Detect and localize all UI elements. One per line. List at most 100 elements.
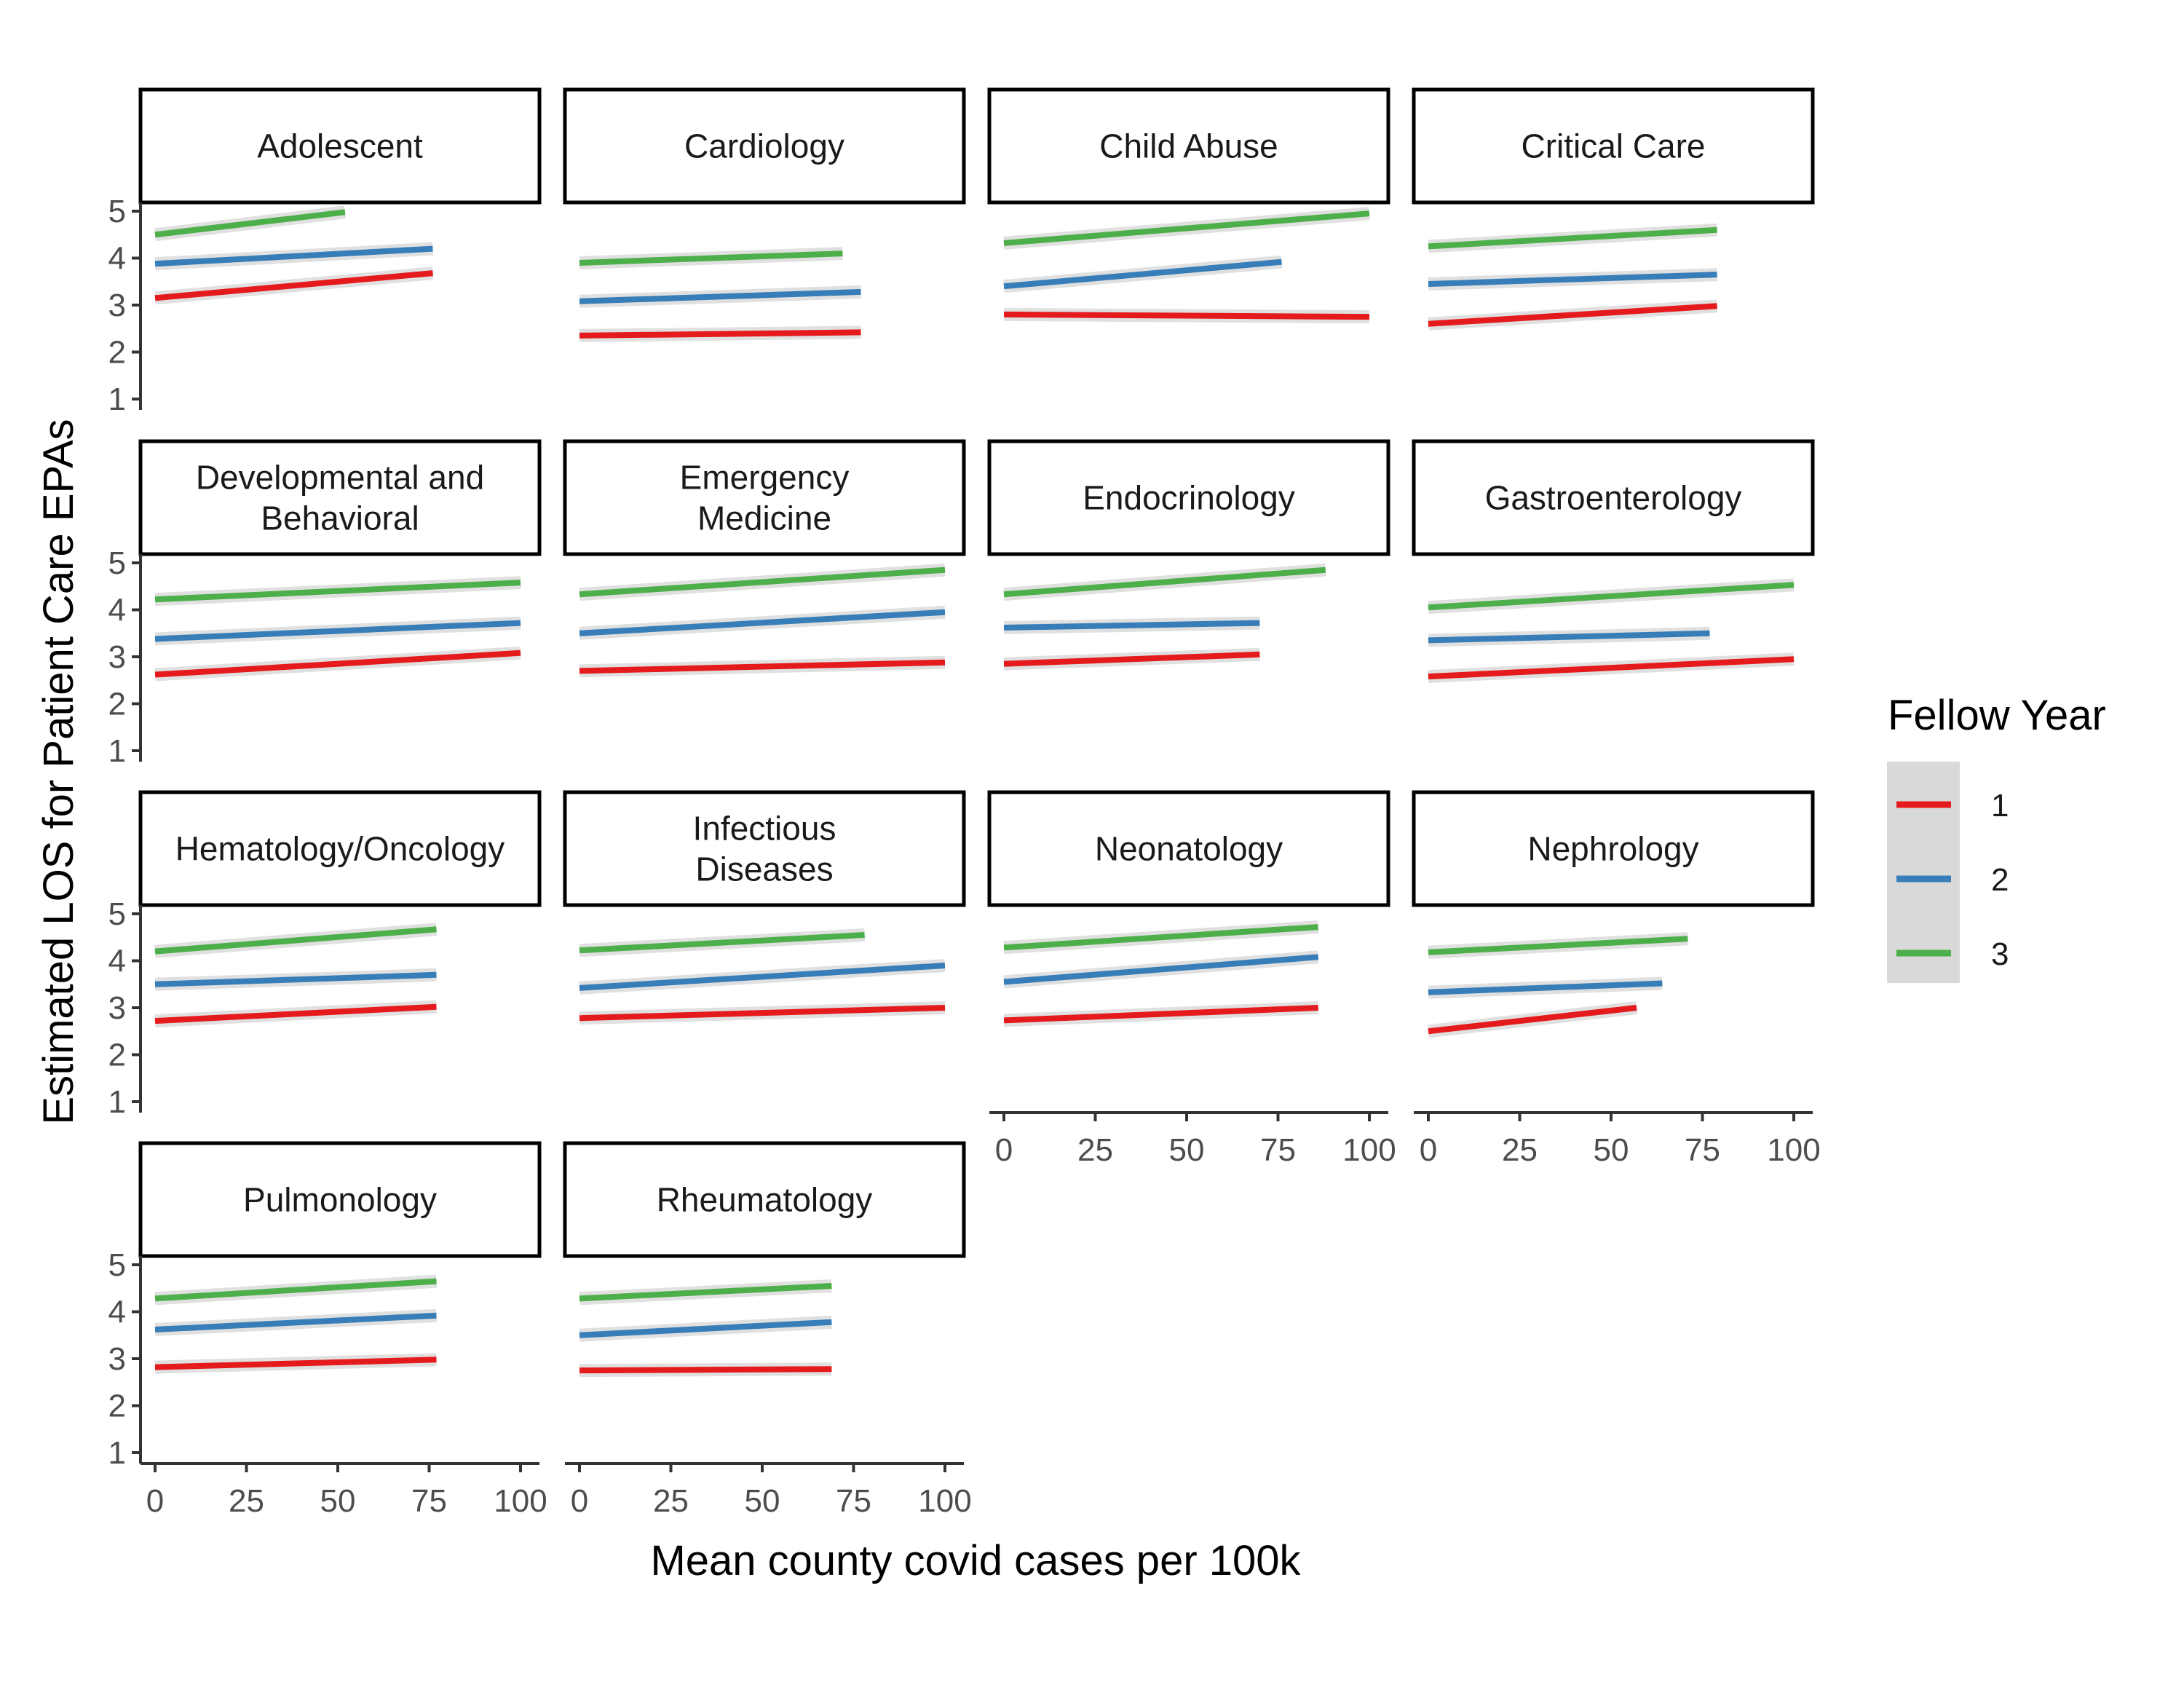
y-tick-label: 1 — [108, 1435, 126, 1471]
series-line-year-1 — [1003, 311, 1370, 320]
facet-strip-title: Child Abuse — [1099, 127, 1278, 165]
series-line-year-2 — [579, 609, 946, 636]
series-line-year-3 — [1003, 566, 1326, 598]
facet-strip — [138, 87, 542, 205]
x-tick-label: 0 — [571, 1483, 588, 1519]
facet-strip-title: Adolescent — [257, 127, 423, 165]
series-line-year-1 — [154, 649, 521, 678]
y-tick-label: 5 — [108, 194, 126, 229]
y-tick-label: 5 — [108, 1247, 126, 1283]
facet-panel: Neonatology 0 25 50 75 100 — [987, 790, 1396, 1168]
series-line-year-3 — [154, 926, 437, 955]
facet-panel: Hematology/Oncology 1 2 3 4 5 — [108, 790, 542, 1120]
facet-strip — [138, 439, 542, 556]
y-tick-label: 3 — [108, 1341, 126, 1377]
facet-panel: Endocrinology — [987, 439, 1390, 671]
facet-strip-title: Gastroenterology — [1485, 479, 1742, 517]
x-tick-label: 50 — [320, 1483, 356, 1519]
series-line-year-2 — [1003, 620, 1260, 631]
x-tick-label: 75 — [1260, 1132, 1296, 1168]
x-tick-label: 0 — [1420, 1132, 1437, 1168]
series-line-year-2 — [1003, 954, 1319, 985]
legend-key-background — [1887, 762, 1960, 983]
facet-strip-title: Infectious — [693, 810, 836, 848]
facet-panel: Critical Care — [1412, 87, 1815, 331]
facet-strip-title: Emergency — [680, 459, 850, 497]
y-tick-label: 2 — [108, 1389, 126, 1424]
legend: Fellow Year 1 2 3 — [1887, 692, 2106, 983]
x-tick-label: 25 — [653, 1483, 689, 1519]
y-tick-label: 2 — [108, 687, 126, 722]
series-line-year-2 — [1428, 980, 1663, 995]
facet-panel: Child Abuse — [987, 87, 1390, 324]
facet-strip-title: Nephrology — [1527, 830, 1698, 868]
facet-panel: Rheumatology 0 25 50 75 100 — [563, 1141, 972, 1519]
series-line-year-1 — [154, 1003, 437, 1024]
series-line-year-2 — [1003, 258, 1282, 290]
y-tick-label: 1 — [108, 733, 126, 769]
legend-title: Fellow Year — [1888, 692, 2106, 739]
series-line-year-1 — [579, 1005, 946, 1022]
series-line-year-2 — [579, 288, 861, 304]
x-tick-label: 25 — [1502, 1132, 1538, 1168]
y-tick-label: 4 — [108, 241, 126, 277]
series-line-year-1 — [154, 1357, 437, 1370]
facet-panel: Nephrology 0 25 50 75 100 — [1412, 790, 1821, 1168]
x-tick-label: 100 — [1342, 1132, 1396, 1168]
series-line-year-1 — [154, 270, 433, 301]
x-tick-label: 50 — [745, 1483, 780, 1519]
facet-strip-title: Medicine — [697, 500, 831, 537]
series-line-year-3 — [1428, 936, 1688, 955]
x-tick-label: 100 — [918, 1483, 971, 1519]
facet-strip-title: Developmental and — [196, 459, 484, 497]
x-axis-title: Mean county covid cases per 100k — [650, 1537, 1301, 1584]
series-line-year-2 — [154, 620, 521, 642]
series-line-year-1 — [1428, 656, 1795, 680]
y-tick-label: 4 — [108, 593, 126, 628]
facet-panel: Adolescent 1 2 3 4 5 — [108, 87, 542, 417]
series-line-year-3 — [154, 1278, 437, 1302]
facet-strip-title: Neonatology — [1095, 830, 1283, 868]
series-line-year-3 — [1428, 226, 1717, 250]
x-tick-label: 100 — [1767, 1132, 1820, 1168]
facet-strip — [987, 87, 1390, 205]
facet-strip-title: Cardiology — [684, 127, 844, 165]
legend-label: 1 — [1991, 788, 2009, 824]
series-line-year-3 — [579, 1283, 832, 1302]
series-line-year-1 — [579, 659, 946, 674]
facet-panels: Adolescent 1 2 3 4 5 Cardiology Child Abuse Crit… — [108, 87, 1821, 1519]
series-line-year-1 — [579, 1366, 832, 1374]
series-line-year-2 — [579, 1319, 832, 1338]
series-line-year-3 — [1003, 210, 1370, 246]
x-tick-label: 0 — [146, 1483, 164, 1519]
facet-strip — [1412, 87, 1815, 205]
x-tick-label: 100 — [494, 1483, 547, 1519]
y-tick-label: 3 — [108, 990, 126, 1026]
series-line-year-3 — [154, 580, 521, 603]
facet-panel: Cardiology — [563, 87, 966, 342]
y-tick-label: 2 — [108, 1038, 126, 1073]
x-tick-label: 25 — [229, 1483, 264, 1519]
x-tick-label: 50 — [1594, 1132, 1629, 1168]
x-tick-label: 0 — [995, 1132, 1013, 1168]
legend-label: 3 — [1991, 936, 2009, 972]
series-line-year-3 — [579, 250, 843, 266]
facet-strip — [563, 87, 966, 205]
facet-strip — [1412, 790, 1815, 907]
series-line-year-3 — [579, 932, 865, 954]
facet-strip-title: Hematology/Oncology — [175, 830, 505, 868]
series-line-year-1 — [1428, 303, 1717, 327]
series-line-year-2 — [154, 1312, 437, 1332]
x-tick-label: 75 — [836, 1483, 871, 1519]
facet-strip — [563, 439, 966, 556]
series-line-year-1 — [579, 329, 861, 339]
x-tick-label: 75 — [1685, 1132, 1720, 1168]
facet-strip-title: Rheumatology — [657, 1181, 873, 1219]
legend-label: 2 — [1991, 862, 2009, 898]
y-tick-label: 1 — [108, 1084, 126, 1120]
series-line-year-1 — [1003, 1005, 1318, 1024]
